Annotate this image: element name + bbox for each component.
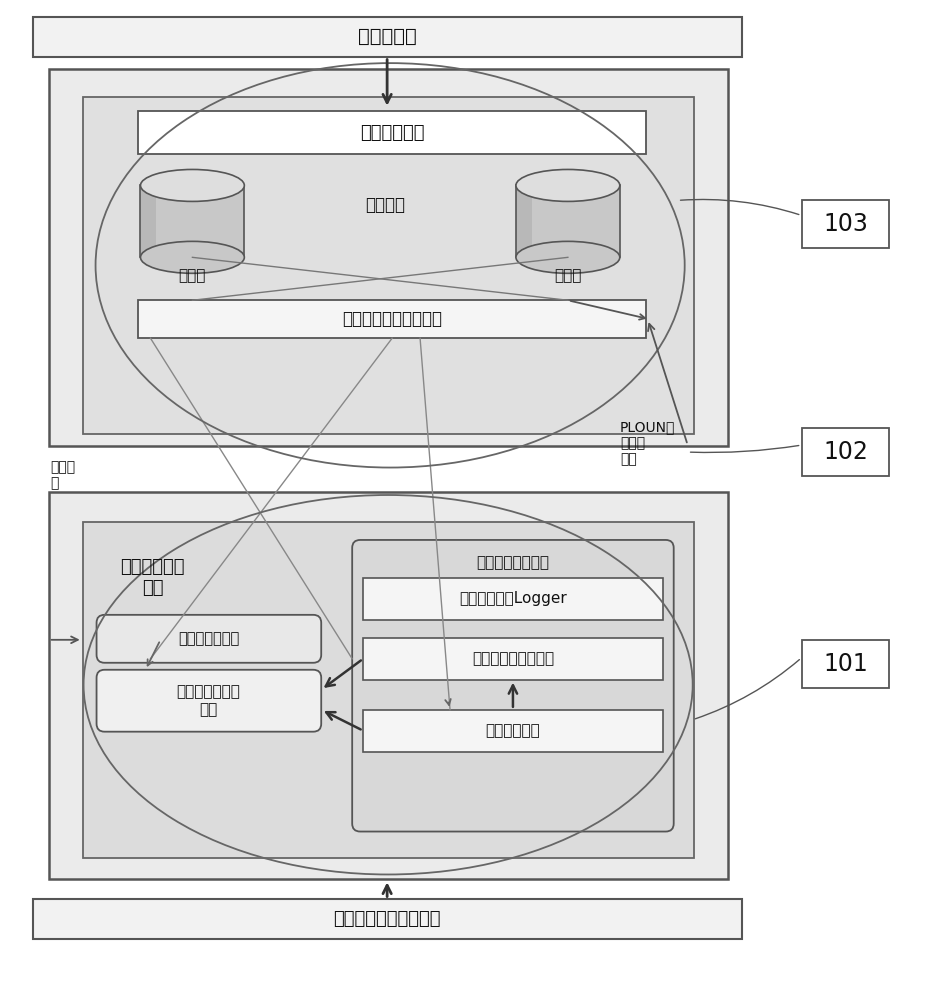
- Text: 自定制命令解释
模块: 自定制命令解释 模块: [176, 685, 241, 717]
- Bar: [363, 710, 663, 752]
- Text: 命令序列（应用程序）: 命令序列（应用程序）: [334, 910, 441, 928]
- Bar: [516, 185, 620, 257]
- Bar: [140, 185, 156, 257]
- Bar: [516, 185, 532, 257]
- Bar: [82, 97, 694, 434]
- FancyBboxPatch shape: [352, 540, 674, 832]
- Bar: [801, 428, 889, 476]
- Text: 命令管理接口: 命令管理接口: [360, 124, 425, 142]
- Ellipse shape: [140, 241, 245, 273]
- Text: 102: 102: [823, 440, 867, 464]
- Ellipse shape: [140, 169, 245, 201]
- Bar: [363, 578, 663, 620]
- Bar: [82, 522, 694, 858]
- Text: 新命令上传: 新命令上传: [357, 27, 416, 46]
- Bar: [801, 200, 889, 248]
- FancyBboxPatch shape: [97, 615, 321, 663]
- Bar: [48, 69, 728, 446]
- Text: 命令分发模块: 命令分发模块: [485, 723, 540, 738]
- Bar: [363, 638, 663, 680]
- Text: 命令解释模块代码组合: 命令解释模块代码组合: [342, 310, 442, 328]
- Text: 用户使用命令Logger: 用户使用命令Logger: [459, 591, 567, 606]
- Text: 资源受限处理器: 资源受限处理器: [178, 631, 239, 646]
- Text: 全功能命令解释模块: 全功能命令解释模块: [472, 651, 554, 666]
- Bar: [32, 17, 741, 57]
- Text: 103: 103: [823, 212, 867, 236]
- Bar: [801, 640, 889, 688]
- Bar: [138, 111, 646, 154]
- Ellipse shape: [516, 241, 620, 273]
- Bar: [32, 899, 741, 939]
- Text: PLOUN算
法定制
结果: PLOUN算 法定制 结果: [620, 420, 675, 467]
- Bar: [140, 185, 245, 257]
- Text: 数据库: 数据库: [555, 268, 581, 283]
- Bar: [48, 492, 728, 879]
- Text: 资源非受限处理器: 资源非受限处理器: [477, 555, 550, 570]
- Bar: [138, 300, 646, 338]
- Text: 云服务器: 云服务器: [365, 196, 405, 214]
- Ellipse shape: [516, 169, 620, 201]
- Text: 101: 101: [823, 652, 867, 676]
- Text: 网络烧
录: 网络烧 录: [50, 460, 76, 490]
- Text: 程序库: 程序库: [179, 268, 206, 283]
- FancyBboxPatch shape: [97, 670, 321, 732]
- Text: 异构多处理器
节点: 异构多处理器 节点: [120, 558, 185, 597]
